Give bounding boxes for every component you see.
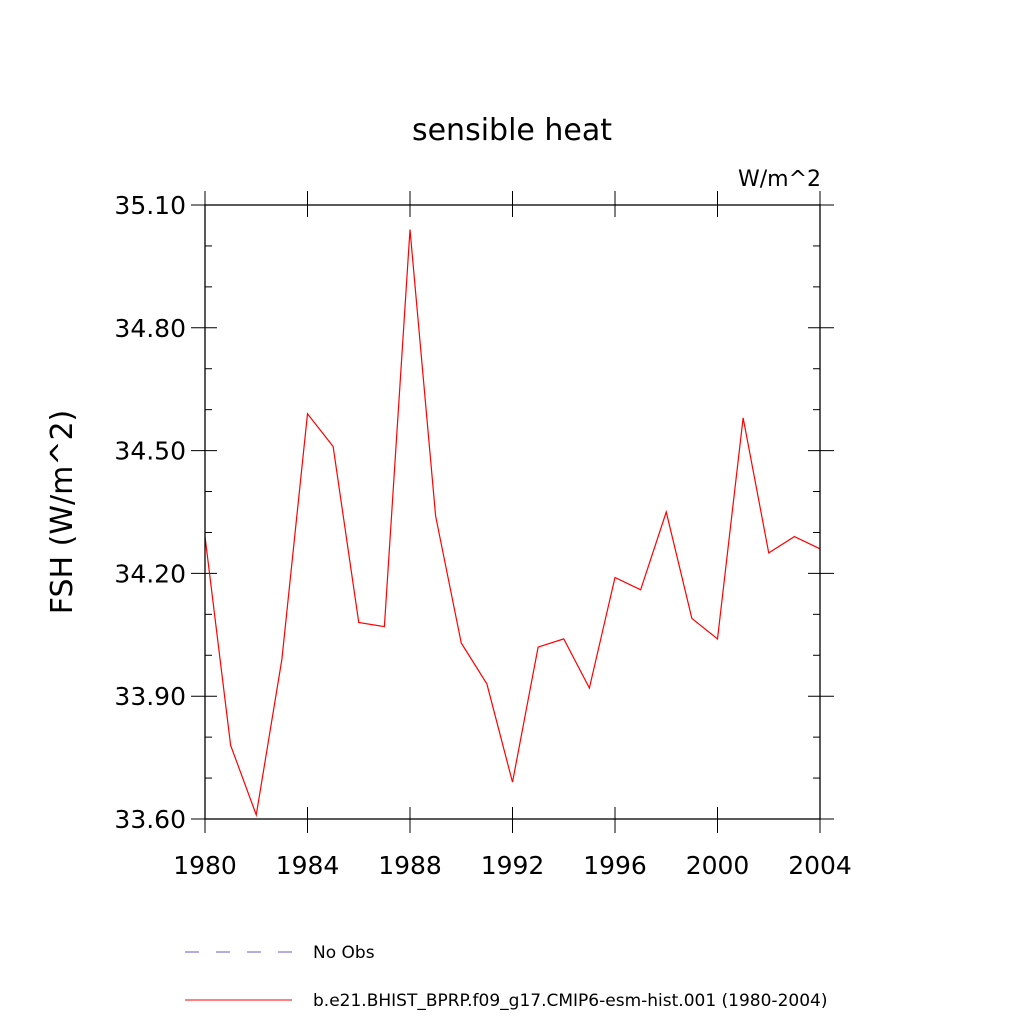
y-tick-labels: 33.60 33.90 34.20 34.50 34.80 35.10 (114, 191, 186, 834)
chart-title: sensible heat (412, 113, 612, 148)
plot-frame (204, 204, 821, 820)
y-tick-label: 34.80 (114, 314, 186, 343)
x-tick-label: 1984 (276, 851, 340, 880)
x-tick-label: 1992 (481, 851, 545, 880)
x-tick-labels: 1980 1984 1988 1992 1996 2000 2004 (173, 851, 852, 880)
x-tick-label: 2004 (788, 851, 852, 880)
axis-ticks (191, 191, 834, 833)
legend-label: b.e21.BHIST_BPRP.f09_g17.CMIP6-esm-hist.… (313, 991, 827, 1011)
y-tick-label: 35.10 (114, 191, 186, 220)
x-tick-label: 1988 (378, 851, 442, 880)
units-label: W/m^2 (738, 167, 821, 192)
legend-label: No Obs (313, 943, 375, 963)
legend: No Obs b.e21.BHIST_BPRP.f09_g17.CMIP6-esm… (185, 943, 827, 1011)
y-tick-label: 33.90 (114, 682, 186, 711)
series-group (204, 229, 821, 818)
y-axis-label: FSH (W/m^2) (45, 410, 80, 615)
x-tick-label: 1980 (173, 851, 237, 880)
y-tick-label: 34.20 (114, 559, 186, 588)
y-tick-label: 34.50 (114, 437, 186, 466)
x-tick-label: 2000 (686, 851, 750, 880)
series-line (204, 229, 821, 818)
y-tick-label: 33.60 (114, 805, 186, 834)
x-tick-label: 1996 (583, 851, 647, 880)
